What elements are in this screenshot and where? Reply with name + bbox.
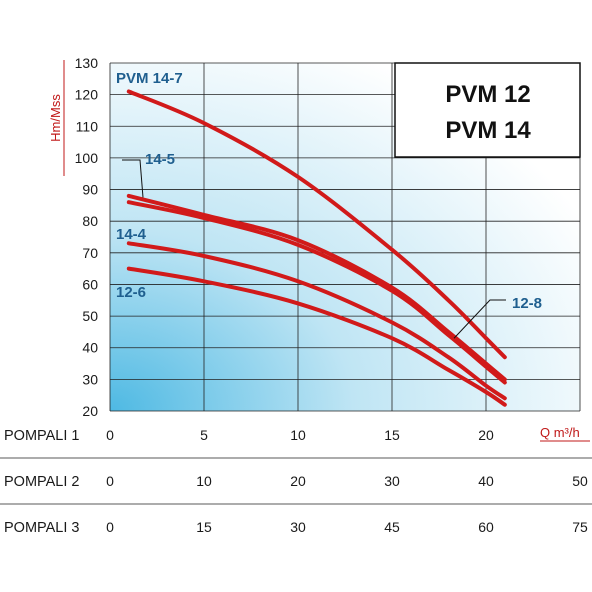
- x-axis-unit: Q m³/h: [540, 425, 580, 440]
- x-tick-label: 30: [290, 519, 306, 535]
- y-tick-label: 80: [82, 213, 98, 229]
- x-tick-label: 60: [478, 519, 494, 535]
- y-axis-ticks: 20 30 40 50 60 70 80 90 100 110 120 130: [75, 55, 99, 419]
- x-tick-label: 10: [196, 473, 212, 489]
- x-tick-label: 50: [572, 473, 588, 489]
- curve-12-8: [126, 200, 507, 385]
- y-tick-label: 30: [82, 371, 98, 387]
- curve-label-12-8: 12-8: [512, 295, 542, 312]
- curve-label-14-5: 14-5: [145, 151, 175, 168]
- curve-labels: PVM 14-7 14-5 12-8 14-4 12-6: [116, 70, 542, 339]
- y-tick-label: 20: [82, 403, 98, 419]
- title-frame: [394, 62, 581, 158]
- curve-label-14-4: 14-4: [116, 226, 147, 243]
- y-tick-label: 90: [82, 182, 98, 198]
- chart-title-line-1: PVM 12: [445, 81, 530, 108]
- x-tick-label: 30: [384, 473, 400, 489]
- x-tick-label: 20: [478, 427, 494, 443]
- y-axis-title: Hm/Mss: [48, 94, 63, 142]
- x-axis-rows: POMPALI 1 0 5 10 15 20 POMPALI 2 0 10 20 30 40 50 POM…: [0, 427, 592, 536]
- y-tick-label: 120: [75, 87, 99, 103]
- label-leader-line: [453, 299, 506, 339]
- y-tick-label: 60: [82, 276, 98, 292]
- curve-14-5: [126, 193, 507, 382]
- label-leader-line: [122, 159, 144, 198]
- x-tick-label: 75: [572, 519, 588, 535]
- y-tick-label: 70: [82, 245, 98, 261]
- title-box: PVM 12 PVM 14: [394, 62, 581, 158]
- curve-14-4: [126, 241, 507, 401]
- x-scale-row-label: POMPALI 1: [4, 428, 79, 444]
- x-tick-label: 40: [478, 473, 494, 489]
- chart-title-line-2: PVM 14: [445, 117, 531, 144]
- x-tick-label: 0: [106, 427, 114, 443]
- y-tick-label: 110: [76, 118, 99, 134]
- x-tick-label: 0: [106, 473, 114, 489]
- x-tick-label: 20: [290, 473, 306, 489]
- x-tick-label: 0: [106, 519, 114, 535]
- x-tick-label: 15: [196, 519, 212, 535]
- curve-label-12-6: 12-6: [116, 284, 146, 301]
- x-scale-row-label: POMPALI 2: [4, 474, 79, 490]
- performance-curves: [126, 89, 507, 407]
- y-tick-label: 50: [82, 308, 98, 324]
- y-tick-label: 100: [75, 150, 99, 166]
- curve-label-pvm-14-7: PVM 14-7: [116, 70, 183, 87]
- curve-pvm-14-7: [126, 89, 507, 360]
- x-tick-label: 15: [384, 427, 400, 443]
- y-tick-label: 40: [82, 340, 98, 356]
- x-tick-label: 10: [290, 427, 306, 443]
- y-tick-label: 130: [75, 55, 99, 71]
- x-tick-label: 5: [200, 427, 208, 443]
- curve-12-6: [126, 266, 507, 407]
- x-tick-label: 45: [384, 519, 400, 535]
- x-scale-row-label: POMPALI 3: [4, 520, 79, 536]
